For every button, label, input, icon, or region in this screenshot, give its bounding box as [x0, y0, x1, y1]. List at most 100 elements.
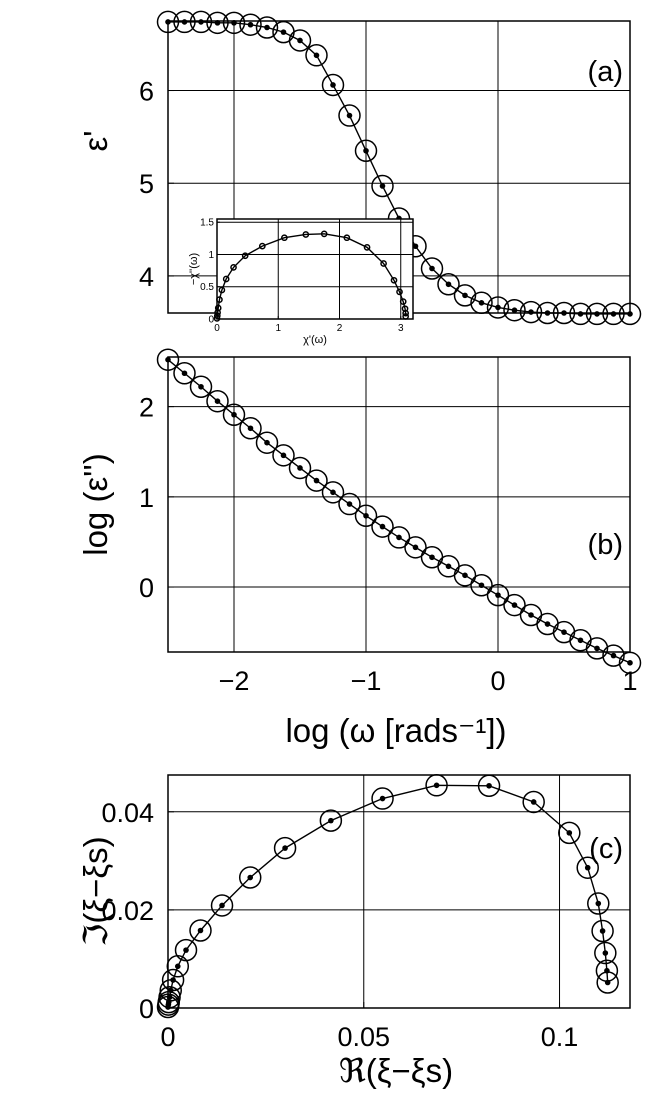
data-point-center: [610, 652, 617, 659]
data-point-center: [219, 902, 225, 909]
data-point: [558, 821, 581, 845]
data-point-center: [346, 112, 353, 119]
data-point-center: [478, 582, 485, 589]
data-point-center: [594, 645, 600, 652]
y-tick-label: 0.02: [101, 896, 154, 926]
data-point-center: [602, 950, 609, 956]
data-point-center: [330, 489, 336, 496]
data-point: [585, 637, 609, 660]
data-point-center: [462, 572, 468, 579]
data-point: [503, 298, 526, 322]
x-axis-label: log (ω [rads⁻¹]): [285, 712, 506, 749]
data-point: [338, 104, 361, 127]
panel-label: (b): [588, 529, 623, 561]
data-point: [420, 257, 444, 280]
data-point-center: [584, 864, 591, 871]
x-tick-label: 2: [337, 323, 343, 334]
data-point-center: [247, 21, 254, 28]
data-point-center: [297, 37, 303, 44]
data-point: [591, 919, 614, 943]
data-point: [486, 583, 510, 607]
data-point: [161, 968, 185, 992]
data-point-center: [181, 370, 188, 377]
data-point: [569, 302, 592, 326]
data-point: [470, 573, 493, 597]
data-point-center: [297, 465, 303, 471]
data-point: [218, 286, 226, 294]
data-point-center: [478, 300, 485, 306]
x-tick-label: 0.05: [337, 1022, 390, 1052]
data-point: [437, 273, 460, 296]
panel-label: (a): [588, 56, 623, 88]
y-axis-label: ε': [77, 130, 114, 151]
data-point-center: [264, 24, 270, 31]
data-point: [222, 403, 246, 426]
data-point: [272, 444, 295, 467]
data-point-center: [231, 411, 237, 418]
y-axis-label: ℑ(ξ−ξs): [77, 836, 114, 946]
data-point: [371, 787, 394, 810]
x-tick-label: 1: [275, 323, 281, 334]
data-point: [453, 284, 477, 307]
data-point: [281, 234, 288, 242]
data-point: [258, 242, 266, 250]
data-point: [222, 11, 246, 35]
x-axis-label: ℜ(ξ−ξs): [339, 1052, 453, 1089]
data-point: [206, 11, 229, 35]
data-point: [305, 469, 328, 492]
panel-a-inset: 0 1 2 3 0 0.5 1 1.5 χ'(ω) −χ''(ω): [188, 218, 414, 346]
data-point: [354, 139, 378, 163]
data-point: [343, 234, 351, 242]
data-point-center: [198, 19, 204, 25]
data-point-center: [528, 612, 534, 618]
data-point: [241, 252, 249, 260]
data-point: [230, 264, 237, 271]
data-point: [239, 417, 262, 440]
data-point: [239, 13, 262, 36]
data-point: [321, 481, 345, 504]
plot-frame: [216, 218, 414, 320]
data-point-center: [328, 817, 334, 824]
x-tick-label: 1: [622, 666, 637, 696]
y-tick-label: 1: [208, 250, 214, 261]
data-point-center: [247, 874, 254, 881]
data-point-center: [363, 512, 369, 519]
data-point: [319, 809, 343, 832]
inset-background: [217, 219, 413, 319]
data-point: [255, 16, 279, 39]
x-tick-label: 0.1: [541, 1022, 579, 1052]
y-tick-label: 4: [139, 262, 154, 292]
y-tick-label: 2: [139, 393, 154, 423]
data-point: [338, 492, 361, 516]
data-point: [173, 10, 196, 34]
data-point: [602, 302, 625, 326]
data-point-center: [445, 281, 452, 288]
data-point: [453, 564, 477, 587]
panel-c: 0 0.05 0.1 0 0.02 0.04 (c) ℜ(ξ−ξs) ℑ(ξ−ξs): [77, 774, 631, 1089]
data-point: [486, 296, 510, 319]
data-point-center: [170, 977, 176, 983]
data-point: [371, 515, 394, 538]
data-point: [255, 431, 279, 454]
data-point: [371, 174, 394, 198]
y-tick-label: 0: [208, 315, 214, 326]
data-point-center: [379, 795, 386, 802]
data-point-center: [511, 602, 518, 608]
x-tick-label: 0: [490, 666, 505, 696]
y-axis-label: log (ε''): [77, 453, 114, 556]
y-tick-label: 6: [139, 77, 154, 107]
data-point: [288, 456, 312, 480]
x-tick-label: −1: [351, 666, 382, 696]
data-point: [503, 593, 526, 617]
data-point: [390, 276, 398, 284]
data-point-center: [594, 311, 600, 317]
data-point-center: [264, 439, 270, 446]
data-point-center: [445, 563, 452, 570]
data-point: [238, 866, 262, 889]
data-point: [174, 938, 198, 962]
data-point: [273, 836, 297, 860]
data-point-center: [577, 311, 584, 317]
data-point: [363, 244, 371, 251]
data-point: [214, 304, 222, 312]
data-point: [399, 298, 407, 305]
